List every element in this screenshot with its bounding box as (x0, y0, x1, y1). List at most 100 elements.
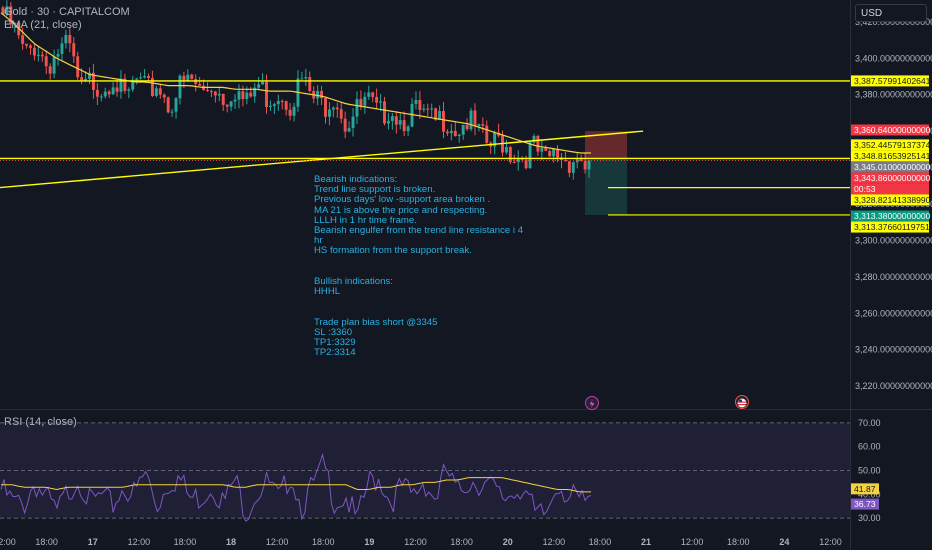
candle[interactable] (56, 53, 60, 57)
candle[interactable] (52, 56, 56, 74)
candle[interactable] (469, 110, 473, 130)
candle[interactable] (245, 92, 249, 99)
candle[interactable] (25, 43, 29, 46)
candle[interactable] (229, 101, 233, 107)
candle[interactable] (320, 90, 324, 98)
candle[interactable] (508, 147, 512, 162)
candle[interactable] (324, 97, 327, 117)
candle[interactable] (209, 91, 213, 93)
candle[interactable] (29, 45, 32, 48)
candle[interactable] (587, 160, 591, 170)
candle[interactable] (465, 124, 469, 130)
candle[interactable] (139, 77, 143, 79)
candle[interactable] (154, 88, 158, 96)
candle[interactable] (512, 161, 516, 163)
candle[interactable] (571, 162, 575, 173)
candle[interactable] (13, 22, 17, 25)
candle[interactable] (563, 160, 567, 162)
candle[interactable] (36, 54, 40, 56)
candle[interactable] (198, 83, 202, 86)
candle[interactable] (64, 34, 68, 44)
candle[interactable] (178, 75, 182, 99)
candle[interactable] (88, 72, 91, 79)
candle[interactable] (406, 126, 410, 132)
candle[interactable] (72, 43, 76, 57)
rsi-ma-line[interactable] (1, 477, 591, 493)
candle[interactable] (265, 82, 268, 107)
lightning-icon[interactable] (585, 396, 599, 410)
candle[interactable] (481, 124, 485, 126)
candle[interactable] (430, 108, 434, 110)
candle[interactable] (548, 150, 552, 157)
candle[interactable] (383, 101, 386, 124)
candle[interactable] (331, 107, 335, 110)
candle[interactable] (150, 78, 154, 96)
candle[interactable] (21, 35, 25, 44)
candle[interactable] (190, 74, 194, 80)
candle[interactable] (422, 108, 426, 110)
candle[interactable] (115, 87, 119, 92)
candle[interactable] (186, 74, 190, 81)
candle[interactable] (99, 96, 103, 98)
candle[interactable] (237, 91, 241, 100)
candle[interactable] (544, 147, 548, 151)
candle[interactable] (461, 124, 465, 135)
candle[interactable] (103, 91, 107, 97)
candle[interactable] (453, 130, 457, 137)
candle[interactable] (579, 159, 583, 161)
candle[interactable] (241, 91, 245, 99)
candle[interactable] (147, 76, 150, 79)
candle[interactable] (418, 99, 422, 110)
candle[interactable] (276, 101, 280, 105)
candle[interactable] (477, 124, 481, 127)
candle[interactable] (206, 89, 209, 92)
candle[interactable] (567, 161, 571, 173)
candle[interactable] (532, 135, 536, 143)
candle[interactable] (68, 34, 72, 44)
us-flag-icon[interactable] (735, 395, 749, 409)
candle[interactable] (438, 110, 442, 120)
candle[interactable] (556, 148, 560, 158)
candle[interactable] (288, 109, 292, 116)
candle[interactable] (135, 78, 139, 80)
candle[interactable] (170, 111, 174, 113)
candle[interactable] (375, 96, 379, 103)
candle[interactable] (1, 7, 5, 15)
candle[interactable] (131, 79, 135, 90)
candle[interactable] (410, 103, 414, 127)
candle[interactable] (449, 130, 453, 134)
candle[interactable] (540, 147, 544, 152)
candle[interactable] (343, 118, 347, 132)
candle[interactable] (158, 88, 162, 95)
rsi-legend[interactable]: RSI (14, close) (4, 416, 77, 428)
candle[interactable] (221, 93, 225, 105)
candle[interactable] (111, 87, 115, 95)
candle[interactable] (414, 99, 418, 104)
candle[interactable] (327, 109, 331, 117)
candle[interactable] (398, 120, 402, 125)
candle[interactable] (292, 106, 296, 116)
candle[interactable] (363, 96, 367, 106)
candle[interactable] (445, 131, 449, 134)
candle[interactable] (493, 132, 497, 147)
symbol-legend[interactable]: Gold · 30 · CAPITALCOM (4, 6, 130, 18)
candle[interactable] (379, 101, 383, 103)
candle[interactable] (516, 157, 520, 163)
candle[interactable] (284, 101, 288, 110)
candle[interactable] (280, 101, 284, 103)
candle[interactable] (123, 78, 127, 91)
trade-plan-note[interactable]: Bearish indications: Trend line support i… (314, 174, 523, 359)
candle[interactable] (359, 99, 363, 106)
candle[interactable] (119, 78, 123, 92)
candle[interactable] (40, 54, 44, 57)
candle[interactable] (434, 108, 438, 120)
candle[interactable] (107, 91, 111, 95)
rsi-line[interactable] (0, 452, 592, 522)
candle[interactable] (335, 107, 339, 110)
candle[interactable] (402, 120, 406, 132)
candle[interactable] (524, 159, 528, 169)
candle[interactable] (257, 84, 261, 88)
candle[interactable] (351, 116, 355, 129)
candle[interactable] (442, 110, 445, 132)
